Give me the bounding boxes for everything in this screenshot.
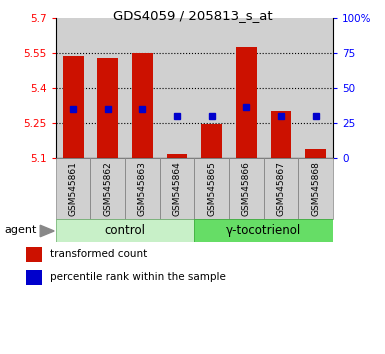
- FancyBboxPatch shape: [160, 158, 194, 219]
- FancyBboxPatch shape: [194, 158, 229, 219]
- Text: GSM545864: GSM545864: [172, 161, 182, 216]
- Text: agent: agent: [5, 225, 37, 235]
- Bar: [194, 219, 333, 242]
- Bar: [132, 53, 153, 158]
- Text: transformed count: transformed count: [50, 250, 148, 259]
- Text: GSM545862: GSM545862: [103, 161, 112, 216]
- Bar: [125, 18, 160, 158]
- FancyBboxPatch shape: [229, 158, 264, 219]
- FancyBboxPatch shape: [125, 158, 160, 219]
- Bar: [56, 18, 90, 158]
- Bar: [305, 149, 326, 158]
- Text: γ-tocotrienol: γ-tocotrienol: [226, 224, 301, 238]
- Bar: [194, 18, 229, 158]
- Bar: [167, 154, 187, 158]
- Bar: [63, 56, 84, 158]
- Text: GSM545866: GSM545866: [242, 161, 251, 216]
- FancyBboxPatch shape: [264, 158, 298, 219]
- FancyBboxPatch shape: [56, 158, 90, 219]
- Bar: [271, 111, 291, 158]
- Text: GSM545863: GSM545863: [138, 161, 147, 216]
- Text: GSM545865: GSM545865: [207, 161, 216, 216]
- Bar: [298, 18, 333, 158]
- Bar: [201, 124, 222, 158]
- Polygon shape: [40, 225, 54, 237]
- Bar: [236, 47, 257, 158]
- Text: control: control: [105, 224, 146, 238]
- Bar: [56, 219, 194, 242]
- Text: GSM545868: GSM545868: [311, 161, 320, 216]
- Text: GDS4059 / 205813_s_at: GDS4059 / 205813_s_at: [113, 9, 272, 22]
- Bar: [229, 18, 264, 158]
- FancyBboxPatch shape: [298, 158, 333, 219]
- Text: percentile rank within the sample: percentile rank within the sample: [50, 273, 226, 282]
- Bar: [97, 58, 118, 158]
- Bar: [90, 18, 125, 158]
- Text: GSM545861: GSM545861: [69, 161, 78, 216]
- FancyBboxPatch shape: [90, 158, 125, 219]
- Bar: [26, 270, 42, 285]
- Text: GSM545867: GSM545867: [276, 161, 286, 216]
- Bar: [26, 247, 42, 262]
- Bar: [264, 18, 298, 158]
- Bar: [160, 18, 194, 158]
